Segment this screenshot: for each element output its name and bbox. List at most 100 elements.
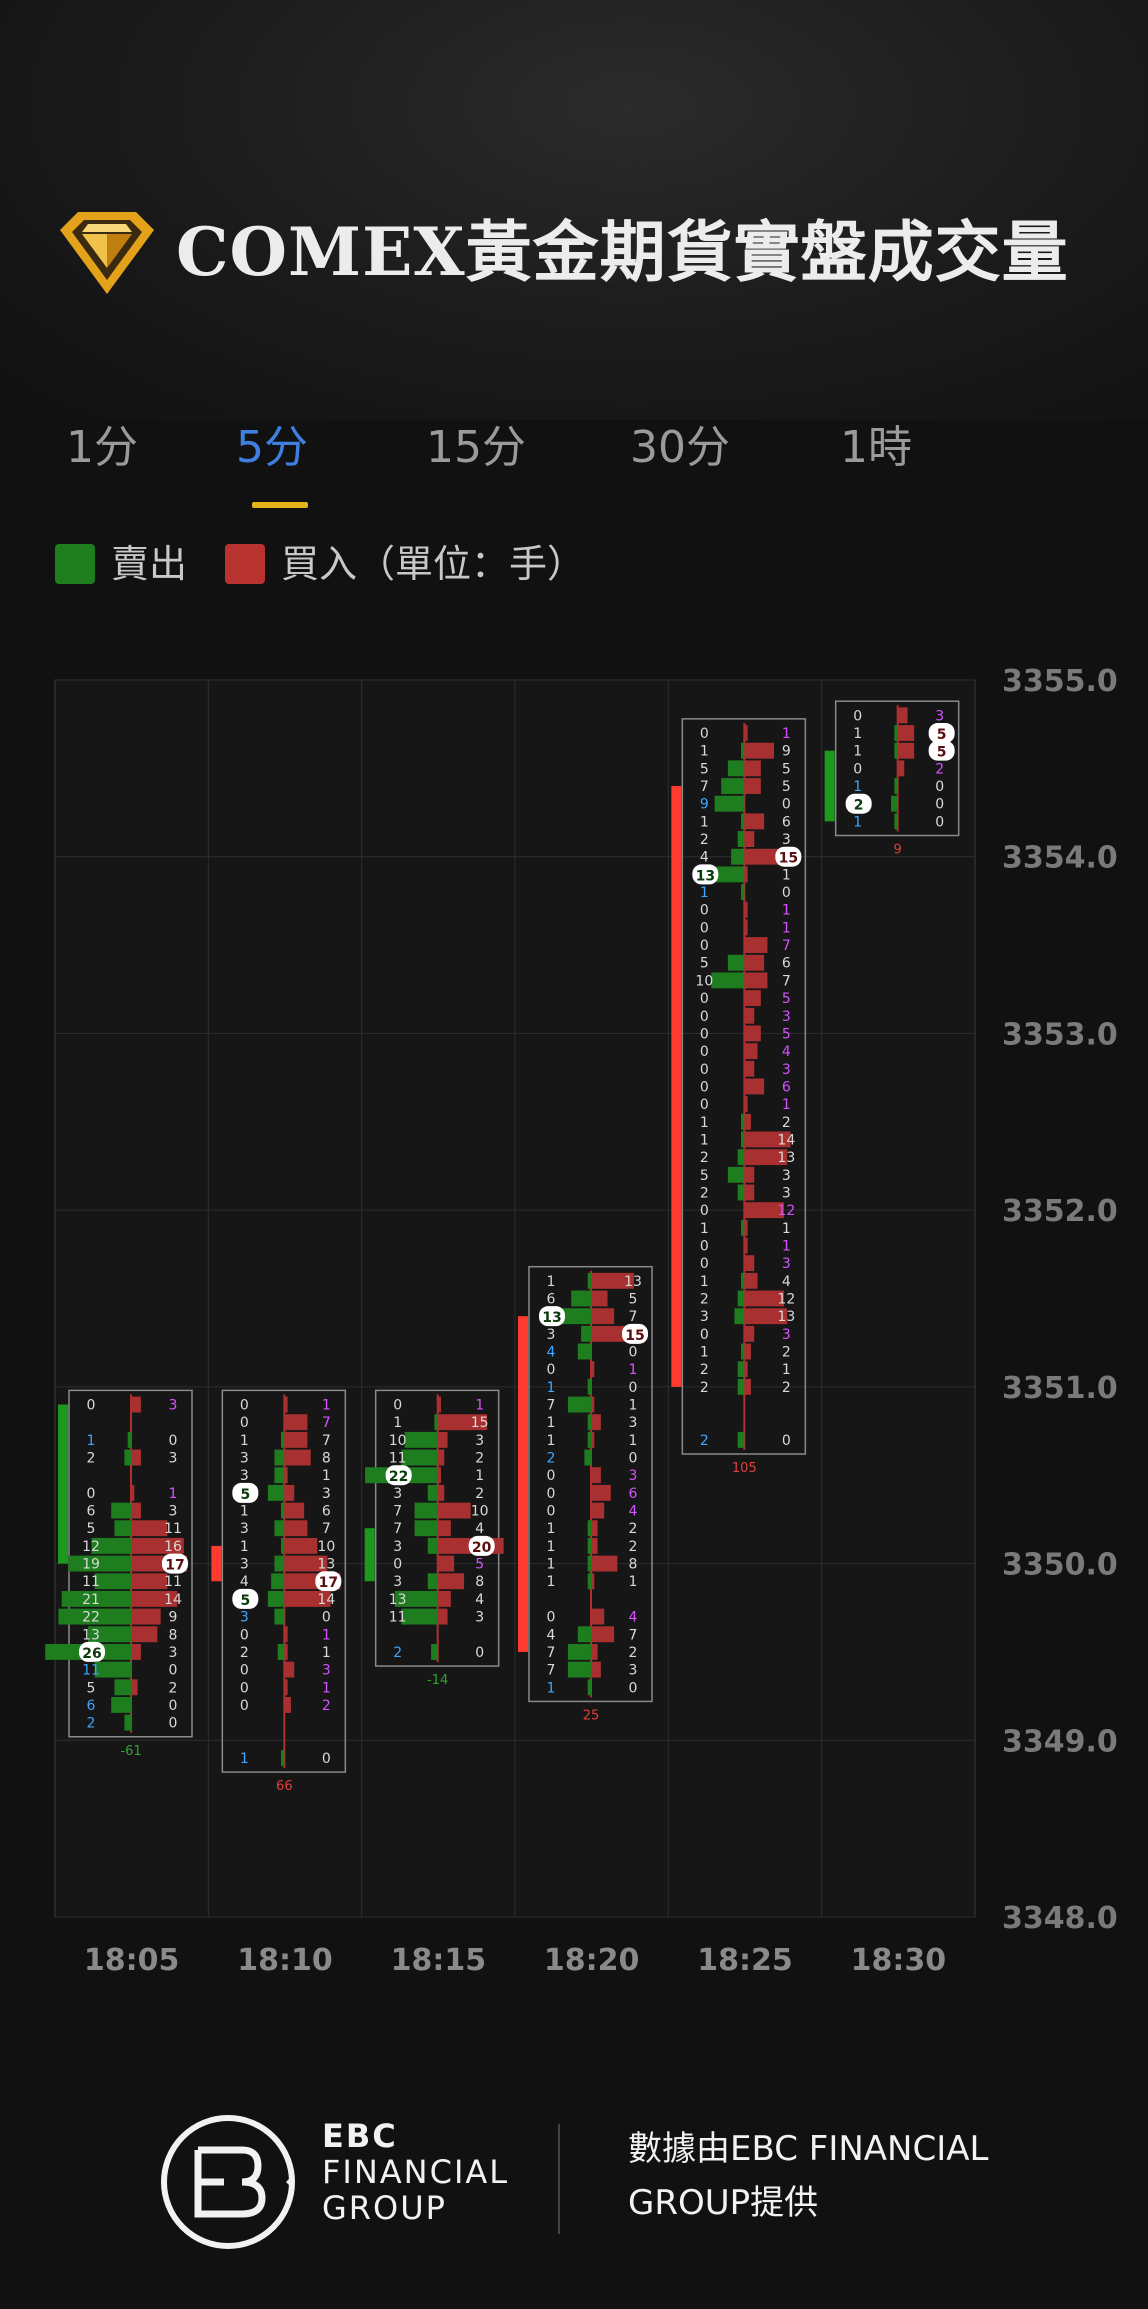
header: COMEX黃金期貨實盤成交量 (0, 200, 1148, 310)
buy-volume-bar (437, 1431, 448, 1448)
sell-volume-bar (267, 1590, 285, 1607)
buy-volume-bar (284, 1396, 288, 1413)
max-sell-badge (385, 1465, 412, 1486)
buy-volume-bar (744, 1131, 791, 1148)
buy-volume-bar (744, 1343, 751, 1360)
sell-volume-label: 11 (82, 1574, 100, 1590)
buy-volume-bar (131, 1396, 141, 1413)
buy-volume-bar (284, 1643, 288, 1660)
sell-volume-bar (427, 1573, 438, 1590)
sell-volume-label: 6 (87, 1698, 96, 1714)
sell-volume-label: 2 (700, 832, 709, 848)
sell-volume-bar (281, 1537, 285, 1554)
time-tick-label: 18:20 (544, 1943, 640, 1978)
candle-body (58, 1404, 68, 1564)
buy-volume-label: 3 (169, 1645, 178, 1661)
buy-volume-bar (284, 1449, 311, 1466)
buy-volume-label: 20 (472, 1540, 492, 1556)
buy-volume-bar (131, 1537, 184, 1554)
buy-volume-bar (744, 1166, 755, 1183)
buy-volume-label: 1 (782, 867, 791, 883)
buy-volume-label: 0 (169, 1716, 178, 1732)
max-sell-badge (845, 793, 872, 814)
tab-0[interactable]: 1分 (66, 422, 138, 473)
time-tick-label: 18:15 (391, 1943, 487, 1978)
tab-3[interactable]: 30分 (630, 422, 730, 473)
sell-volume-bar (737, 1149, 745, 1166)
buy-volume-bar (744, 1096, 748, 1113)
buy-volume-bar (284, 1555, 328, 1572)
sell-volume-label: 0 (393, 1398, 402, 1414)
buy-volume-bar (744, 742, 775, 759)
sell-volume-bar (737, 1184, 745, 1201)
sell-volume-label: 1 (853, 814, 862, 830)
buy-volume-label: 4 (782, 1044, 791, 1060)
sell-volume-label: 21 (82, 1592, 100, 1608)
max-buy-badge (622, 1323, 648, 1344)
buy-volume-bar (131, 1449, 141, 1466)
buy-volume-bar (284, 1696, 291, 1713)
sell-volume-bar (727, 1166, 745, 1183)
footer-divider (558, 2124, 560, 2234)
sell-volume-bar (737, 1290, 745, 1307)
buy-volume-bar (744, 1043, 758, 1060)
buy-volume-label: 7 (782, 938, 791, 954)
brand-line-3: GROUP (322, 2189, 447, 2227)
sell-volume-label: 1 (853, 779, 862, 795)
tab-2[interactable]: 15分 (426, 422, 526, 473)
footprint-box (528, 1265, 653, 1703)
footprint-chart[interactable]: 3348.03349.03350.03351.03352.03353.03354… (0, 0, 1148, 2020)
sell-volume-label: 13 (82, 1627, 100, 1643)
sell-volume-label: 0 (700, 1203, 709, 1219)
sell-volume-label: 3 (240, 1468, 249, 1484)
sell-volume-bar (721, 778, 745, 794)
sell-volume-label: 1 (547, 1521, 556, 1537)
sell-volume-bar (741, 1343, 745, 1360)
sell-volume-label: 1 (547, 1380, 556, 1396)
sell-volume-label: 1 (240, 1433, 249, 1449)
sell-volume-label: 5 (87, 1521, 96, 1537)
price-tick-label: 3352.0 (1002, 1194, 1118, 1229)
buy-volume-bar (744, 1378, 751, 1395)
buy-volume-label: 2 (782, 1345, 791, 1361)
sell-volume-label: 4 (547, 1627, 556, 1643)
sell-volume-bar (274, 1449, 285, 1466)
sell-volume-bar (741, 742, 745, 759)
sell-volume-bar (414, 1502, 438, 1519)
sell-volume-bar (741, 1219, 745, 1236)
sell-volume-label: 3 (240, 1521, 249, 1537)
buy-volume-bar (744, 1149, 788, 1166)
buy-volume-label: 0 (322, 1751, 331, 1767)
buy-volume-bar (744, 1113, 751, 1130)
buy-volume-bar (744, 919, 748, 936)
buy-swatch (225, 544, 265, 584)
sell-volume-bar (581, 1325, 591, 1342)
credit-line-2: GROUP提供 (628, 2183, 819, 2223)
sell-volume-label: 0 (700, 1079, 709, 1095)
sell-volume-bar (587, 1272, 591, 1289)
sell-volume-bar (281, 1502, 285, 1519)
buy-volume-label: 3 (935, 708, 944, 724)
sell-swatch (55, 544, 95, 584)
sell-volume-bar (587, 1431, 591, 1448)
buy-volume-label: 0 (629, 1680, 638, 1696)
sell-volume-label: 3 (547, 1327, 556, 1343)
buy-volume-bar (591, 1396, 595, 1413)
sell-volume-bar (567, 1661, 591, 1678)
sell-volume-label: 7 (700, 779, 709, 795)
sell-volume-label: 4 (240, 1574, 249, 1590)
sell-volume-label: 0 (700, 1327, 709, 1343)
buy-volume-bar (591, 1573, 595, 1590)
buy-volume-bar (591, 1502, 605, 1519)
buy-volume-label: 3 (782, 1185, 791, 1201)
bar-delta-label: -14 (427, 1673, 448, 1688)
bar-delta-label: 25 (583, 1708, 600, 1723)
sell-volume-label: 1 (547, 1680, 556, 1696)
tab-1[interactable]: 5分 (236, 422, 308, 473)
tab-4[interactable]: 1時 (840, 422, 912, 473)
buy-volume-label: 1 (629, 1574, 638, 1590)
buy-volume-bar (744, 1007, 755, 1024)
price-tick-label: 3354.0 (1002, 841, 1118, 876)
sell-volume-bar (587, 1537, 591, 1554)
sell-volume-bar (427, 1484, 438, 1501)
